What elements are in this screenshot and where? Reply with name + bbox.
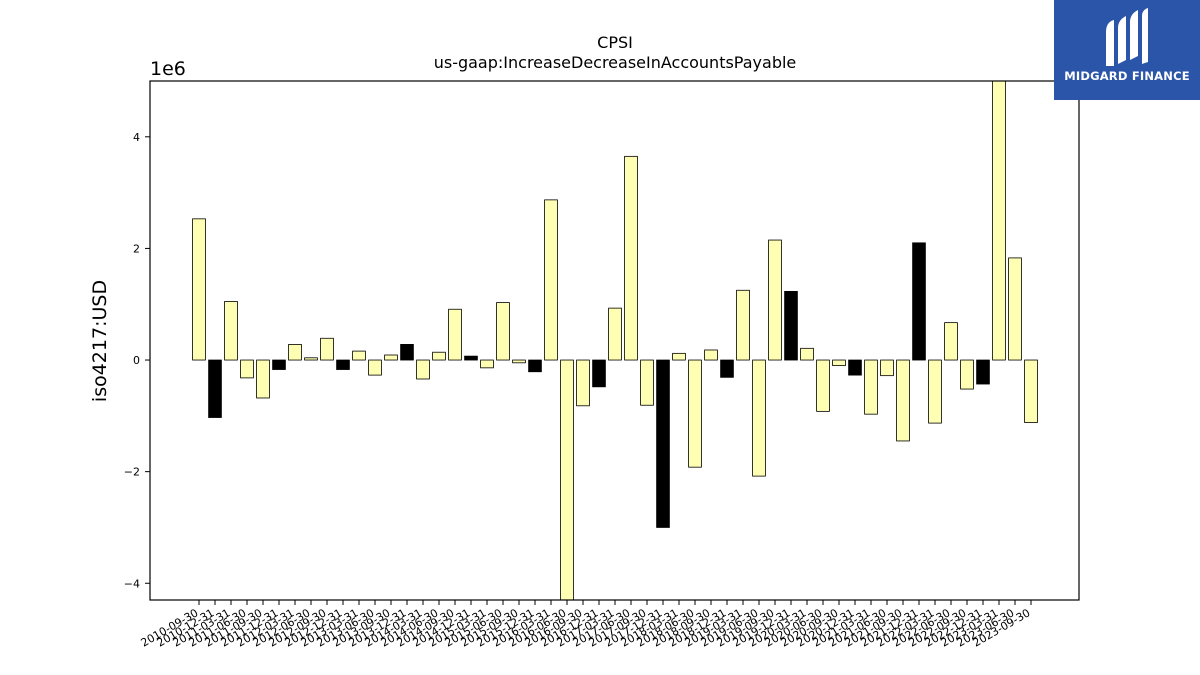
bar-2016-09-30 (576, 359, 590, 407)
bar-2015-09-30 (512, 359, 526, 364)
bar-2012-12-31 (336, 359, 350, 370)
bar-2017-09-30 (640, 359, 654, 406)
bar-2013-06-30 (368, 359, 382, 376)
bar-2018-06-30 (688, 359, 702, 468)
bar-2019-06-30 (752, 359, 766, 477)
bar-2019-09-30 (768, 239, 782, 361)
bar-2012-09-30 (320, 337, 334, 361)
bar-2013-12-31 (400, 344, 414, 361)
bar-2014-09-30 (448, 308, 462, 361)
bar-2023-06-30 (1008, 257, 1022, 361)
y-tick-label: 2 (133, 242, 140, 255)
y-tick-label: −4 (124, 577, 140, 590)
bar-2019-03-31 (736, 289, 750, 361)
bars-group (192, 80, 1038, 601)
bar-2010-09-30 (192, 218, 206, 361)
bar-2021-06-30 (880, 359, 894, 377)
bar-2020-12-31 (848, 359, 862, 376)
bar-2014-12-31 (464, 355, 478, 361)
bar-2021-03-31 (864, 359, 878, 415)
chart-subtitle: us-gaap:IncreaseDecreaseInAccountsPayabl… (434, 53, 797, 72)
bar-2018-03-31 (672, 352, 686, 361)
bar-2015-06-30 (496, 302, 510, 361)
bar-2011-12-31 (272, 359, 286, 370)
bar-2021-09-30 (896, 359, 910, 442)
bar-2014-06-30 (432, 351, 446, 361)
bar-2023-03-31 (992, 80, 1006, 361)
y-tick-label: 0 (133, 354, 140, 367)
bar-2013-09-30 (384, 354, 398, 361)
bar-2016-03-31 (544, 199, 558, 361)
bar-2010-12-31 (208, 359, 222, 418)
y-tick-label: 4 (133, 131, 140, 144)
bar-2020-06-30 (816, 359, 830, 412)
bar-2022-12-31 (976, 359, 990, 385)
bar-2011-06-30 (240, 359, 254, 379)
bar-2012-06-30 (304, 357, 318, 361)
y-scale-label: 1e6 (150, 58, 186, 80)
bar-2017-06-30 (624, 155, 638, 361)
bar-2014-03-31 (416, 359, 430, 380)
bar-2021-12-31 (912, 242, 926, 361)
bar-2015-03-31 (480, 359, 494, 369)
bar-2016-12-31 (592, 359, 606, 388)
bar-2015-12-31 (528, 359, 542, 373)
bar-2017-12-31 (656, 359, 670, 528)
y-axis-label: iso4217:USD (89, 280, 111, 402)
bar-2022-09-30 (960, 359, 974, 390)
bar-2019-12-31 (784, 290, 798, 361)
brand-logo: MIDGARD FINANCE (1054, 0, 1200, 100)
y-tick-label: −2 (124, 466, 140, 479)
bar-2022-06-30 (944, 322, 958, 361)
bar-2011-09-30 (256, 359, 270, 399)
bar-2016-06-30 (560, 359, 574, 601)
bar-2011-03-31 (224, 301, 238, 361)
brand-name: MIDGARD FINANCE (1064, 69, 1190, 83)
y-axis-ticks: −4 −2 0 2 4 (124, 131, 150, 590)
chart-title: CPSI (597, 33, 633, 52)
bar-2017-03-31 (608, 307, 622, 361)
bar-2020-09-30 (832, 359, 846, 367)
bar-2023-09-30 (1024, 359, 1038, 423)
midgard-logo-icon (1106, 8, 1148, 66)
bar-2018-09-30 (704, 349, 718, 361)
bar-2022-03-31 (928, 359, 942, 424)
plot-frame (149, 80, 1080, 601)
x-axis-ticks: 2010-09-302010-12-312011-03-312011-06-30… (139, 600, 1033, 650)
bar-2013-03-31 (352, 350, 366, 361)
bar-2020-03-31 (800, 347, 814, 361)
bar-2012-03-31 (288, 344, 302, 361)
bar-2018-12-31 (720, 359, 734, 378)
